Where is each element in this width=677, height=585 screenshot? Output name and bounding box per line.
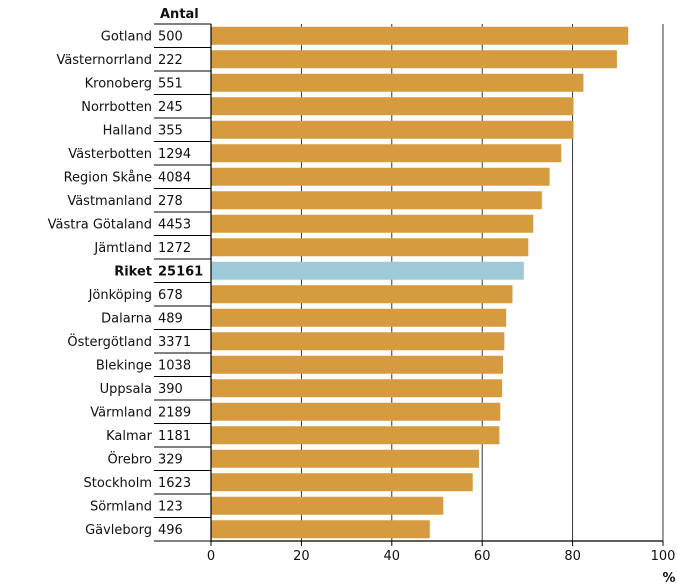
count-label-riket: 25161	[158, 264, 203, 279]
x-tick-label: 40	[384, 549, 401, 564]
count-label-region-skane: 4084	[158, 170, 191, 185]
category-label-norrbotten: Norrbotten	[81, 100, 152, 115]
count-label-kalmar: 1181	[158, 429, 191, 444]
bar-kronoberg	[211, 73, 584, 92]
category-label-kronoberg: Kronoberg	[85, 76, 152, 91]
category-label-jamtland: Jämtland	[93, 241, 152, 256]
bar-gotland	[211, 26, 629, 45]
category-label-dalarna: Dalarna	[101, 311, 152, 326]
bar-vasterbotten	[211, 144, 562, 163]
x-tick-label: 80	[564, 549, 581, 564]
bar-norrbotten	[211, 97, 574, 116]
count-label-dalarna: 489	[158, 311, 183, 326]
count-label-jamtland: 1272	[158, 241, 191, 256]
bar-orebro	[211, 449, 480, 468]
category-label-vastra-gotaland: Västra Götaland	[48, 217, 152, 232]
category-label-sormland: Sörmland	[90, 499, 152, 514]
bar-dalarna	[211, 308, 507, 327]
x-tick-label: 60	[474, 549, 491, 564]
count-label-norrbotten: 245	[158, 100, 183, 115]
bar-varmland	[211, 402, 501, 421]
bar-blekinge	[211, 355, 503, 374]
bar-uppsala	[211, 379, 503, 398]
bar-vastmanland	[211, 191, 542, 210]
count-label-ostergotland: 3371	[158, 335, 191, 350]
x-unit-label: %	[662, 571, 675, 585]
x-tick-label: 0	[207, 549, 215, 564]
category-label-vastmanland: Västmanland	[67, 194, 152, 209]
x-tick-label: 100	[651, 549, 676, 564]
count-label-gotland: 500	[158, 29, 183, 44]
count-label-sormland: 123	[158, 499, 183, 514]
bar-ostergotland	[211, 332, 505, 351]
bar-riket	[211, 261, 524, 280]
count-label-vasterbotten: 1294	[158, 147, 191, 162]
category-label-orebro: Örebro	[107, 450, 152, 467]
bar-halland	[211, 120, 574, 139]
category-label-vasterbotten: Västerbotten	[68, 147, 152, 162]
category-label-halland: Halland	[103, 123, 152, 138]
bar-gavleborg	[211, 520, 430, 539]
count-header: Antal	[160, 7, 199, 22]
count-label-stockholm: 1623	[158, 476, 191, 491]
count-label-vasternorrland: 222	[158, 53, 183, 68]
category-label-stockholm: Stockholm	[84, 476, 152, 491]
category-label-riket: Riket	[114, 264, 152, 279]
count-label-vastmanland: 278	[158, 194, 183, 209]
category-label-kalmar: Kalmar	[106, 429, 153, 444]
category-label-varmland: Värmland	[90, 405, 152, 420]
x-tick-label: 20	[293, 549, 310, 564]
category-label-vasternorrland: Västernorrland	[56, 53, 152, 68]
category-labels: Gotland Västernorrland Kronoberg Norrbotten…	[48, 29, 153, 538]
bar-vastra-gotaland	[211, 214, 534, 233]
bar-sormland	[211, 496, 444, 515]
category-label-gotland: Gotland	[101, 29, 152, 44]
category-label-ostergotland: Östergötland	[67, 333, 152, 350]
count-label-jonkoping: 678	[158, 288, 183, 303]
count-label-kronoberg: 551	[158, 76, 183, 91]
bar-vasternorrland	[211, 50, 617, 69]
x-axis: Antal % 0 20 40 60 80 100	[154, 7, 676, 585]
bar-jamtland	[211, 238, 529, 257]
count-label-blekinge: 1038	[158, 358, 191, 373]
category-label-blekinge: Blekinge	[96, 358, 152, 373]
count-label-halland: 355	[158, 123, 183, 138]
category-label-gavleborg: Gävleborg	[85, 523, 152, 538]
bar-stockholm	[211, 473, 473, 492]
count-label-gavleborg: 496	[158, 523, 183, 538]
count-label-uppsala: 390	[158, 382, 183, 397]
bar-jonkoping	[211, 285, 513, 304]
category-label-uppsala: Uppsala	[100, 382, 152, 397]
count-label-varmland: 2189	[158, 405, 191, 420]
bar-kalmar	[211, 426, 500, 445]
count-label-orebro: 329	[158, 452, 183, 467]
count-labels: 500 222 551 245 355 1294 4084 278 4453 1272 25161 6…	[154, 29, 211, 542]
category-label-jonkoping: Jönköping	[88, 288, 152, 303]
category-label-region-skane: Region Skåne	[64, 170, 152, 185]
bars	[211, 26, 629, 539]
bar-region-skane	[211, 167, 550, 186]
count-label-vastra-gotaland: 4453	[158, 217, 191, 232]
